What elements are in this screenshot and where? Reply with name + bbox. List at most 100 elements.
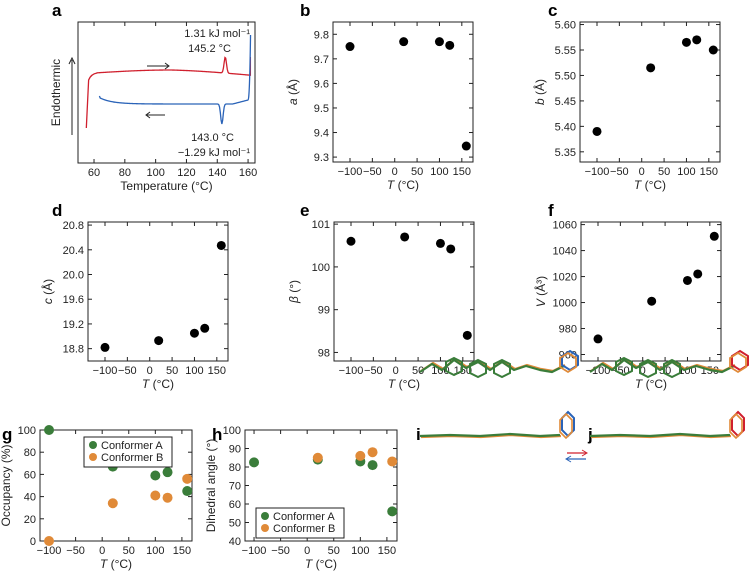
x-tick-label: 140 xyxy=(208,167,226,179)
y-tick-label: 5.40 xyxy=(555,121,576,133)
y-axis-label: b (Å) xyxy=(532,79,547,105)
data-point xyxy=(345,42,355,52)
chart-c: −100 −50 0 50 100 150 5.35 5.40 5.45 5.50 5.55 5.60… xyxy=(532,20,721,192)
data-point xyxy=(435,238,445,248)
x-axis-var: T xyxy=(634,178,643,192)
point-conformer-b xyxy=(107,498,118,509)
ring-b-bottom xyxy=(559,412,573,440)
x-tick-label: −50 xyxy=(364,365,383,377)
peak-heating: 145.2 °C xyxy=(188,43,231,55)
x-tick-label: −50 xyxy=(271,545,290,557)
x-axis-label: T (°C) xyxy=(635,377,667,391)
x-tick-label: 150 xyxy=(453,166,471,178)
data-point xyxy=(399,37,409,47)
x-tick-label: −100 xyxy=(93,365,118,377)
y-axis-var: a xyxy=(286,98,300,105)
x-axis-unit: (°C) xyxy=(107,557,132,571)
y-axis-label: Dihedral angle (°) xyxy=(204,439,218,533)
x-axis-label: T (°C) xyxy=(387,178,419,192)
molecule-top-conformer-a xyxy=(589,358,735,374)
y-tick-label: 50 xyxy=(229,518,241,530)
chart-a: 60 80 100 120 140 160 Temperature (°C) Endother… xyxy=(49,21,257,193)
data-point xyxy=(434,37,444,47)
data-point xyxy=(708,45,718,55)
y-tick-label: 9.4 xyxy=(314,128,329,140)
point-conformer-a xyxy=(44,425,55,435)
y-tick-label: 19.2 xyxy=(63,319,84,331)
ring xyxy=(615,356,633,377)
ring-b-bottom xyxy=(729,412,743,440)
arrow-head xyxy=(68,56,76,65)
forward-arrow-head xyxy=(581,449,588,457)
ring xyxy=(493,358,511,379)
data-point xyxy=(200,323,210,333)
x-axis-label: T (°C) xyxy=(100,557,132,571)
x-axis-unit: (°C) xyxy=(312,557,337,571)
x-tick-label: −100 xyxy=(338,166,363,178)
y-tick-label: 100 xyxy=(223,425,241,437)
x-tick-label: 100 xyxy=(430,166,448,178)
x-tick-label: 100 xyxy=(677,166,695,178)
y-tick-label: 100 xyxy=(312,262,330,274)
x-tick-label: −100 xyxy=(339,365,364,377)
ring xyxy=(445,356,463,377)
y-tick-label: 18.8 xyxy=(63,344,84,356)
data-point xyxy=(692,35,702,45)
x-axis-var: T xyxy=(635,377,644,391)
point-conformer-b xyxy=(367,447,378,458)
x-tick-label: 150 xyxy=(208,365,226,377)
molecule-bottom-conformer-a xyxy=(419,432,561,438)
data-point xyxy=(216,240,226,250)
legend-marker xyxy=(89,453,97,461)
data-point xyxy=(646,63,656,73)
x-axis-unit: (°C) xyxy=(641,178,666,192)
data-point xyxy=(462,330,472,340)
panel-label-i: i xyxy=(416,425,421,444)
y-tick-label: 60 xyxy=(229,499,241,511)
x-tick-label: 100 xyxy=(185,365,203,377)
panel-label-e: e xyxy=(300,201,309,220)
y-tick-label: 980 xyxy=(559,324,577,336)
data-point xyxy=(682,275,692,285)
x-axis-unit: (°C) xyxy=(394,178,419,192)
x-tick-label: 0 xyxy=(304,545,310,557)
y-tick-label: 9.3 xyxy=(314,152,329,164)
x-tick-label: −50 xyxy=(611,365,630,377)
x-tick-label: 0 xyxy=(393,365,399,377)
molecule-bottom-conformer-a xyxy=(589,432,731,438)
point-conformer-b xyxy=(162,492,173,503)
chart-h: −100 −50 0 50 100 150 40 50 60 70 80 90 100 T (°C) Dih… xyxy=(204,425,398,571)
x-tick-label: 50 xyxy=(328,545,340,557)
point-conformer-a xyxy=(150,470,161,481)
cooling-curve xyxy=(98,34,252,125)
x-axis-var: T xyxy=(388,377,397,391)
enthalpy-heating: 1.31 kJ mol⁻¹ xyxy=(184,28,250,40)
y-tick-label: 20 xyxy=(24,514,36,526)
y-axis-var: V xyxy=(534,298,548,307)
y-axis-label: Endothermic xyxy=(49,59,63,126)
x-axis-var: T xyxy=(387,178,396,192)
x-tick-label: 0 xyxy=(147,365,153,377)
y-tick-label: 99 xyxy=(318,305,330,317)
legend-box xyxy=(83,436,173,468)
x-tick-label: 160 xyxy=(239,167,257,179)
y-axis-var: b xyxy=(533,98,547,105)
plot-frame xyxy=(39,429,193,542)
y-axis-label: Occupancy (%) xyxy=(0,444,13,526)
arrow-head xyxy=(145,111,151,119)
x-tick-label: 150 xyxy=(173,545,191,557)
x-axis-unit: (°C) xyxy=(395,377,420,391)
y-axis-label: a (Å) xyxy=(285,79,300,105)
y-tick-label: 20.0 xyxy=(63,270,84,282)
y-tick-label: 20.4 xyxy=(63,245,84,257)
x-tick-label: 100 xyxy=(351,545,369,557)
panel-label-j: j xyxy=(587,425,593,444)
data-point xyxy=(693,269,703,279)
y-axis-label: V (Å³) xyxy=(533,276,548,307)
y-tick-label: 20.8 xyxy=(63,220,84,232)
y-tick-label: 1020 xyxy=(553,272,577,284)
y-axis-label: β (°) xyxy=(287,280,301,304)
x-tick-label: 100 xyxy=(146,545,164,557)
x-tick-label: 150 xyxy=(700,166,718,178)
y-axis-unit: (°) xyxy=(287,280,301,296)
